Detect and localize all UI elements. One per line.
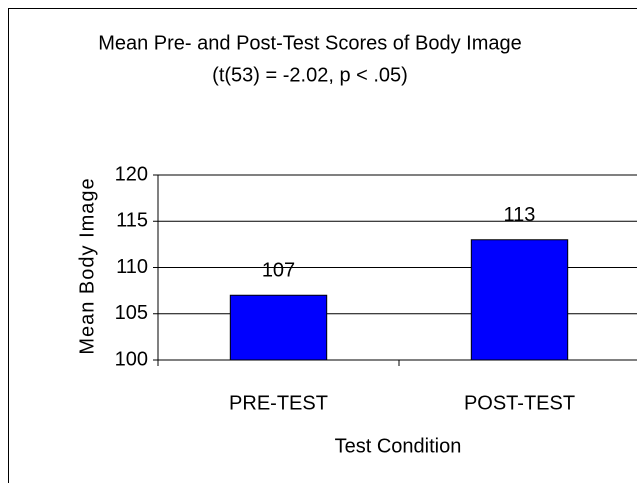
y-tick-label: 120 xyxy=(115,163,148,185)
y-tick-label: 110 xyxy=(116,256,148,278)
x-tick-label: POST-TEST xyxy=(464,392,575,414)
y-tick-label: 115 xyxy=(116,210,148,232)
x-tick-label: PRE-TEST xyxy=(229,392,328,414)
data-label: 107 xyxy=(262,260,295,282)
data-label: 113 xyxy=(504,204,536,226)
chart-subtitle: (t(53) = -2.02, p < .05) xyxy=(212,64,408,86)
bar xyxy=(229,294,328,361)
x-axis-label: Test Condition xyxy=(335,435,462,457)
chart-title: Mean Pre- and Post-Test Scores of Body I… xyxy=(98,32,522,54)
y-tick-label: 105 xyxy=(115,302,148,324)
y-axis-label: Mean Body Image xyxy=(76,177,98,354)
y-tick-label: 100 xyxy=(115,348,148,370)
bar xyxy=(470,239,569,361)
